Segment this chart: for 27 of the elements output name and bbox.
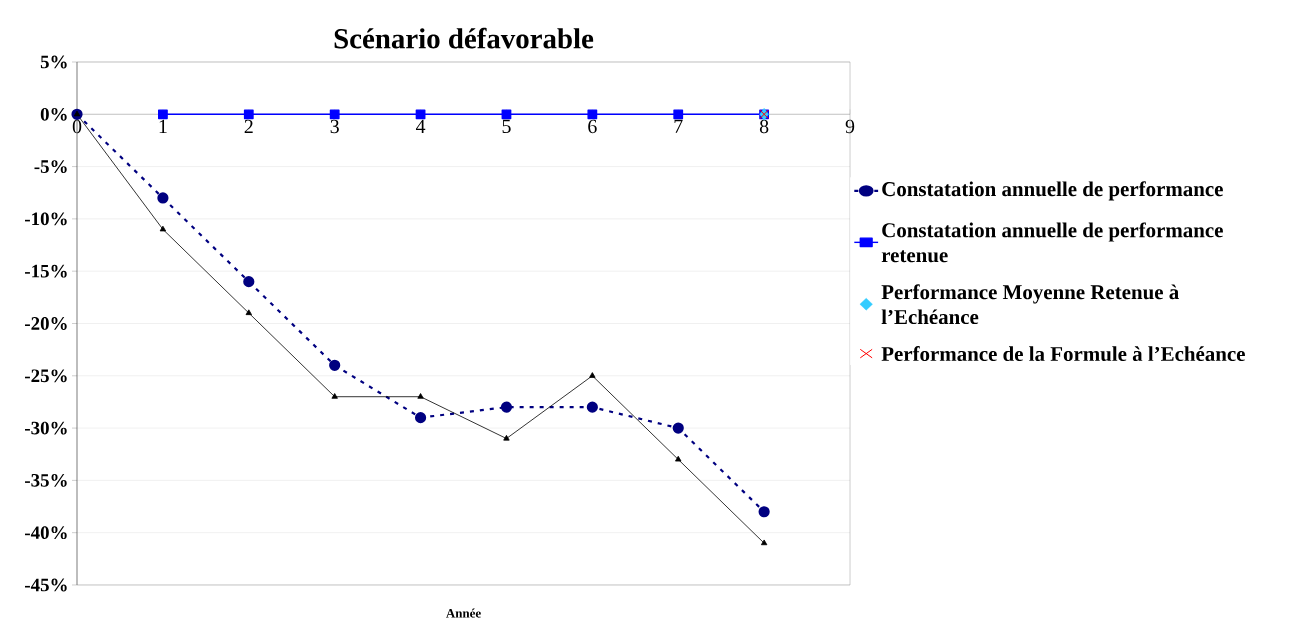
- x-tick-label: 4: [415, 119, 426, 133]
- y-tick-label: -20%: [25, 317, 67, 330]
- y-tick-label: 0%: [40, 107, 67, 121]
- legend-label: Constatation annuelle de performance retenue: [881, 222, 1223, 263]
- x-tick-label: 9: [845, 119, 855, 134]
- y-tick-label: -35%: [25, 473, 67, 487]
- y-tick-label: -5%: [34, 160, 67, 174]
- y-tick-label: -15%: [25, 264, 67, 278]
- y-tick-label: -45%: [25, 578, 67, 592]
- x-tick-label: 6: [588, 119, 597, 134]
- x-tick-label: 0: [72, 119, 82, 134]
- x-tick-label: 3: [330, 119, 339, 134]
- legend-label: Constatation annuelle de performance: [882, 181, 1223, 201]
- x-tick-label: 5: [502, 119, 511, 134]
- y-tick-label: -25%: [25, 369, 67, 383]
- y-tick-label: -40%: [25, 526, 67, 540]
- x-tick-label: 8: [759, 119, 769, 134]
- y-tick-label: -10%: [25, 212, 67, 226]
- x-axis-title: Année: [446, 608, 481, 618]
- y-tick-label: 5%: [40, 55, 67, 69]
- x-tick-label: 1: [159, 119, 167, 133]
- legend-label: Performance Moyenne Retenue à l’Echéance: [881, 284, 1179, 325]
- chart-title: Scénario défavorable: [334, 27, 594, 49]
- x-tick-label: 2: [244, 119, 253, 133]
- legend-label: Performance de la Formule à l’Echéance: [881, 346, 1245, 362]
- x-tick-label: 7: [674, 119, 683, 133]
- y-tick-label: -30%: [25, 421, 67, 435]
